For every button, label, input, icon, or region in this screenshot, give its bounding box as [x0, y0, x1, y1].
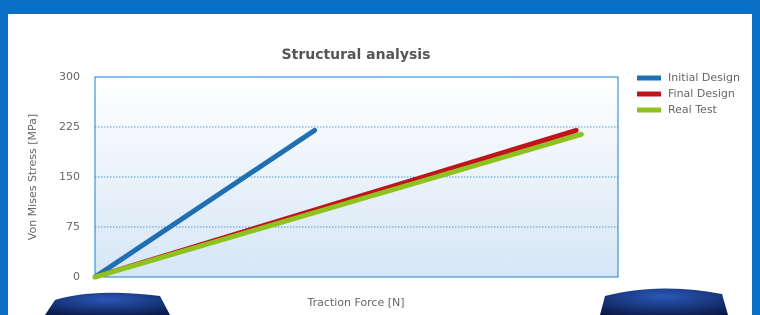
legend-label: Real Test — [668, 103, 718, 116]
chart: Structural analysis Traction Force [N] V… — [0, 0, 760, 315]
legend-swatch — [637, 108, 661, 113]
legend-swatch — [637, 92, 661, 97]
y-tick-label: 150 — [59, 170, 80, 183]
legend-label: Final Design — [668, 87, 735, 100]
y-tick-label: 75 — [66, 220, 80, 233]
legend-label: Initial Design — [668, 71, 740, 84]
x-axis-label: Traction Force [N] — [306, 296, 404, 309]
legend-swatch — [637, 76, 661, 81]
chart-title: Structural analysis — [282, 47, 431, 63]
y-tick-label: 225 — [59, 120, 80, 133]
y-axis-label: Von Mises Stress [MPa] — [26, 114, 39, 240]
y-tick-label: 300 — [59, 70, 80, 83]
y-tick-label: 0 — [73, 270, 80, 283]
